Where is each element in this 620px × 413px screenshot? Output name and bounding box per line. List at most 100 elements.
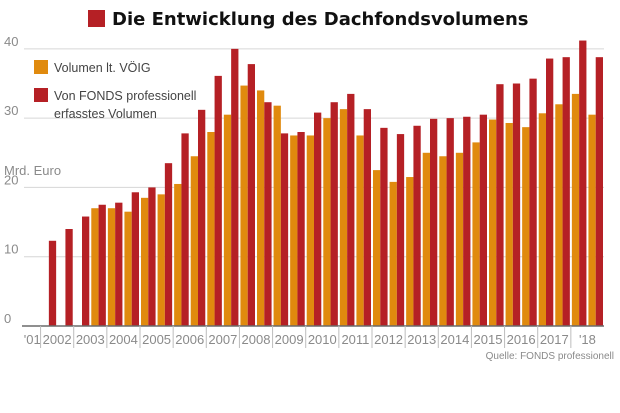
bar-voeig (356, 135, 364, 326)
bar-voeig (223, 114, 232, 326)
chart-title-text: Die Entwicklung des Dachfondsvolumens (112, 9, 529, 30)
y-tick-label: 0 (4, 311, 11, 326)
x-tick-label: 2010 (308, 332, 337, 347)
bar-fonds (562, 57, 570, 327)
bar-voeig (323, 118, 331, 327)
x-tick-label: 2013 (407, 332, 436, 347)
title-marker-icon (88, 10, 105, 27)
x-tick-label: 2003 (76, 332, 105, 347)
bar-fonds (115, 202, 123, 326)
bar-voeig (588, 114, 596, 326)
y-tick-label: 10 (4, 242, 18, 257)
bar-fonds (48, 240, 57, 326)
bar-voeig (107, 208, 116, 326)
bar-voeig (406, 177, 414, 326)
bar-fonds (198, 109, 206, 326)
bar-fonds (579, 40, 587, 327)
bar-fonds (413, 125, 421, 326)
bar-voeig (555, 104, 563, 327)
bar-fonds (65, 229, 73, 326)
bar-fonds (446, 118, 454, 327)
bar-voeig (422, 152, 430, 326)
x-tick-label: '01 (24, 332, 41, 347)
bar-voeig (190, 156, 198, 326)
bar-fonds (148, 187, 156, 326)
bar-fonds (479, 114, 487, 326)
bar-voeig (505, 122, 513, 326)
bar-fonds (314, 112, 322, 326)
axis-layer: 0 10 20 30 40 '01 2002 2003 2004 2005 2006 2007 2008… (4, 34, 604, 348)
bar-voeig (571, 93, 580, 327)
bar-voeig (439, 156, 447, 326)
bar-voeig (157, 194, 165, 326)
bar-voeig (522, 127, 530, 327)
bar-voeig (240, 85, 248, 326)
legend: Volumen lt. VÖIG Von FONDS professionell e… (34, 60, 196, 121)
legend-label: erfasstes Volumen (54, 107, 157, 121)
source-note: Quelle: FONDS professionell (486, 351, 614, 362)
bar-voeig (455, 152, 464, 326)
bar-fonds (496, 84, 504, 326)
bar-voeig (273, 105, 281, 327)
x-tick-label: 2014 (440, 332, 469, 347)
x-tick-label: 2007 (208, 332, 237, 347)
legend-label: Volumen lt. VÖIG (54, 61, 151, 75)
bar-fonds (546, 58, 554, 327)
bar-fonds (98, 204, 106, 326)
bar-fonds (214, 75, 222, 326)
x-tick-label: 2015 (474, 332, 503, 347)
x-tick-label: 2011 (341, 332, 369, 347)
x-tick-label: 2008 (242, 332, 271, 347)
bar-voeig (141, 197, 149, 326)
x-tick-label: 2016 (507, 332, 536, 347)
x-tick-label: '18 (579, 332, 596, 347)
bar-voeig (257, 90, 265, 326)
y-tick-label: 40 (4, 34, 18, 49)
bar-fonds (82, 216, 90, 326)
bar-voeig (207, 132, 215, 326)
bar-layer (48, 40, 603, 327)
bar-fonds (264, 102, 272, 326)
bar-fonds (247, 64, 255, 326)
x-tick-label: 2012 (374, 332, 403, 347)
bar-fonds (363, 109, 371, 326)
bar-fonds (463, 116, 471, 326)
bar-fonds (430, 118, 438, 326)
chart-title: Die Entwicklung des Dachfondsvolumens (88, 9, 529, 30)
bar-fonds (297, 132, 305, 326)
bar-voeig (91, 208, 99, 326)
bar-voeig (472, 142, 480, 326)
bar-fonds (595, 57, 603, 327)
x-tick-label: 2004 (109, 332, 138, 347)
x-tick-label: 2017 (540, 332, 569, 347)
bar-voeig (389, 181, 397, 326)
bar-fonds (380, 127, 388, 326)
x-tick-label: 2009 (275, 332, 304, 347)
y-tick-label: 20 (4, 172, 18, 187)
bar-fonds (330, 102, 338, 326)
bar-fonds (512, 83, 521, 326)
bar-fonds (347, 93, 355, 327)
bar-voeig (306, 135, 314, 326)
bar-fonds (131, 192, 139, 326)
legend-swatch (34, 88, 48, 102)
x-tick-label: 2006 (175, 332, 204, 347)
y-unit-label: Mrd. Euro (4, 163, 61, 178)
legend-label: Von FONDS professionell (54, 89, 196, 103)
x-tick-label: 2005 (142, 332, 171, 347)
bar-fonds (396, 134, 405, 326)
bar-fonds (231, 48, 239, 326)
x-tick-label: 2002 (43, 332, 72, 347)
bar-fonds (164, 163, 173, 326)
bar-fonds (280, 133, 289, 326)
y-tick-label: 30 (4, 103, 18, 118)
bar-fonds (181, 133, 189, 326)
bar-voeig (373, 170, 381, 326)
bar-voeig (339, 109, 348, 326)
bar-voeig (489, 119, 497, 327)
bar-voeig (538, 113, 546, 327)
bar-voeig (174, 183, 182, 326)
bar-fonds (529, 78, 537, 327)
bar-voeig (290, 135, 298, 326)
